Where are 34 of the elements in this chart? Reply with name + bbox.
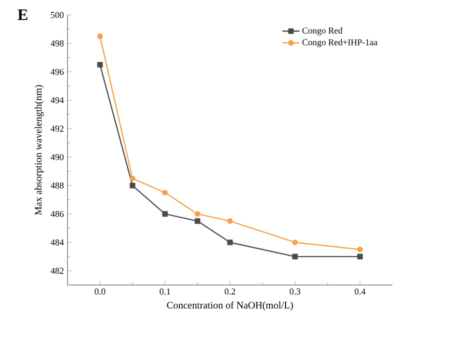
point: [292, 240, 298, 246]
point: [130, 182, 136, 188]
x-tick-label: 0.4: [354, 288, 366, 295]
point: [162, 211, 168, 217]
point: [130, 176, 136, 182]
x-tick-label: 0.0: [94, 288, 106, 295]
y-tick-label: 490: [50, 154, 64, 160]
text: E: [18, 10, 28, 20]
legend-label: Congo Red+IHP-1aa: [302, 38, 378, 48]
y-tick-label: 486: [50, 210, 64, 217]
y-tick-label: 492: [50, 126, 64, 132]
y-tick-label: 488: [50, 182, 64, 189]
x-tick-label: 0.2: [224, 288, 236, 295]
y-tick-label: 498: [50, 40, 64, 46]
point: [194, 211, 200, 217]
point: [227, 240, 233, 246]
point: [162, 190, 168, 196]
y-tick-label: 500: [51, 12, 64, 18]
point: [97, 34, 103, 40]
x-tick-label: 0.3: [290, 288, 300, 295]
point: [194, 218, 200, 224]
point: [97, 62, 103, 68]
point: [357, 254, 363, 260]
y-tick-label: 484: [50, 239, 64, 246]
y-tick-label: 482: [50, 268, 64, 274]
y-tick-label: 494: [50, 97, 64, 104]
y-tick-label: 496: [50, 68, 64, 75]
point: [357, 246, 363, 252]
x-tick-label: 0.1: [160, 288, 170, 295]
point: [292, 254, 298, 260]
x-axis-title: Concentration of NaOH(mol/L): [167, 301, 293, 311]
legend-label: Congo Red: [302, 27, 343, 36]
point: [227, 218, 233, 224]
y-axis-title: Max absorption wavelength(nm): [34, 85, 44, 216]
